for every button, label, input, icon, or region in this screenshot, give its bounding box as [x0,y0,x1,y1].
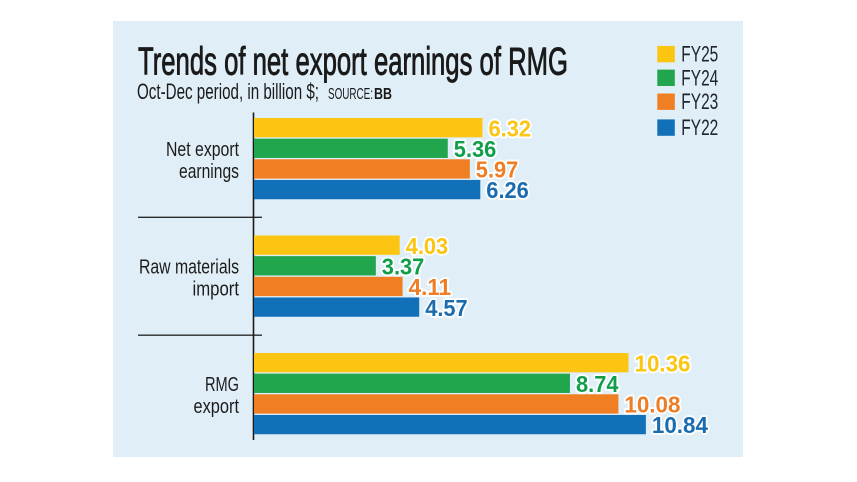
svg-text:FY24: FY24 [681,65,718,90]
svg-text:5.36: 5.36 [454,136,497,162]
svg-text:5.97: 5.97 [476,157,519,183]
svg-text:FY23: FY23 [681,89,718,114]
svg-text:SOURCE:: SOURCE: [328,86,373,103]
svg-text:import: import [193,278,240,301]
svg-text:10.36: 10.36 [635,350,691,376]
svg-text:4.57: 4.57 [425,295,468,321]
svg-text:6.32: 6.32 [489,115,532,141]
svg-text:10.84: 10.84 [652,412,708,438]
svg-text:6.26: 6.26 [486,177,529,203]
svg-text:Raw materials: Raw materials [139,256,239,279]
svg-text:Net export: Net export [166,138,239,161]
svg-text:earnings: earnings [179,160,239,183]
svg-text:3.37: 3.37 [382,253,425,279]
svg-text:4.11: 4.11 [409,274,452,300]
svg-text:FY25: FY25 [681,42,718,67]
svg-text:Trends of net export earnings: Trends of net export earnings of RMG [138,41,568,84]
svg-text:export: export [194,395,240,418]
svg-text:FY22: FY22 [681,115,718,140]
svg-text:BB: BB [374,86,392,103]
svg-text:Oct-Dec period, in billion $;: Oct-Dec period, in billion $; [137,79,319,104]
svg-text:10.08: 10.08 [624,392,680,418]
svg-text:4.03: 4.03 [406,233,449,259]
svg-text:RMG: RMG [205,373,239,396]
svg-text:8.74: 8.74 [576,371,619,397]
